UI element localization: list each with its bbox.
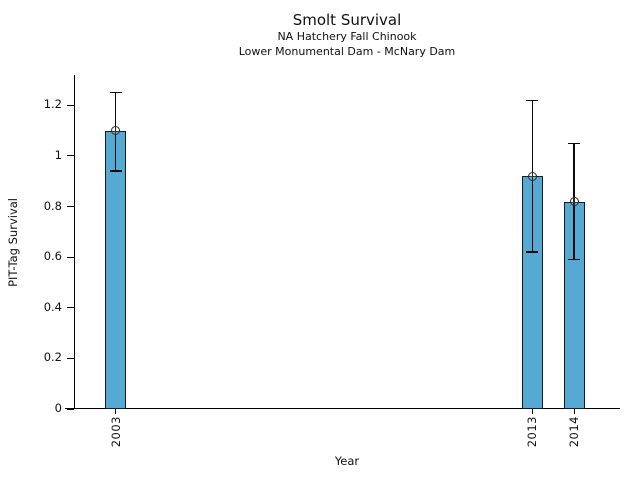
error-bar-cap-bottom	[568, 258, 581, 261]
x-tick	[115, 409, 117, 414]
y-tick	[67, 357, 74, 359]
y-tick	[67, 256, 74, 258]
y-tick-label: 0.4	[43, 299, 62, 314]
x-tick-label: 2003	[108, 416, 123, 448]
x-tick-label: 2013	[525, 416, 540, 448]
y-axis-line	[74, 75, 75, 409]
chart-titles: Smolt Survival NA Hatchery Fall Chinook …	[74, 11, 620, 59]
data-point-marker	[569, 197, 579, 206]
x-tick-label: 2014	[567, 416, 582, 448]
chart-subtitle-stock: NA Hatchery Fall Chinook	[277, 30, 417, 43]
error-bar-cap-top	[109, 91, 122, 94]
y-tick-label: 0.8	[43, 198, 62, 213]
y-tick-label: 0.6	[43, 249, 62, 264]
data-point-marker	[111, 126, 121, 136]
chart-subtitle-reach: Lower Monumental Dam - McNary Dam	[238, 45, 456, 58]
y-tick-label: 1.2	[43, 97, 62, 112]
y-axis-label: PIT-Tag Survival	[6, 197, 20, 287]
error-bar-cap-top	[526, 99, 539, 102]
y-tick	[67, 307, 74, 309]
y-tick-label: 0	[54, 401, 62, 415]
y-tick	[67, 155, 74, 157]
x-axis-label: Year	[334, 454, 360, 468]
error-bar-cap-bottom	[526, 251, 539, 253]
bar-2003	[105, 130, 127, 409]
y-tick-label: 0.2	[43, 350, 62, 365]
chart-title: Smolt Survival	[292, 11, 402, 29]
error-bar-cap-bottom	[109, 170, 122, 172]
y-tick-label: 1	[54, 147, 62, 162]
error-bar-cap-top	[568, 142, 581, 145]
x-tick	[531, 409, 533, 414]
y-tick	[67, 408, 74, 410]
x-axis-line	[65, 408, 620, 409]
data-point-marker	[527, 171, 537, 181]
y-tick	[67, 104, 74, 106]
y-tick	[67, 206, 74, 208]
x-tick	[573, 409, 575, 414]
